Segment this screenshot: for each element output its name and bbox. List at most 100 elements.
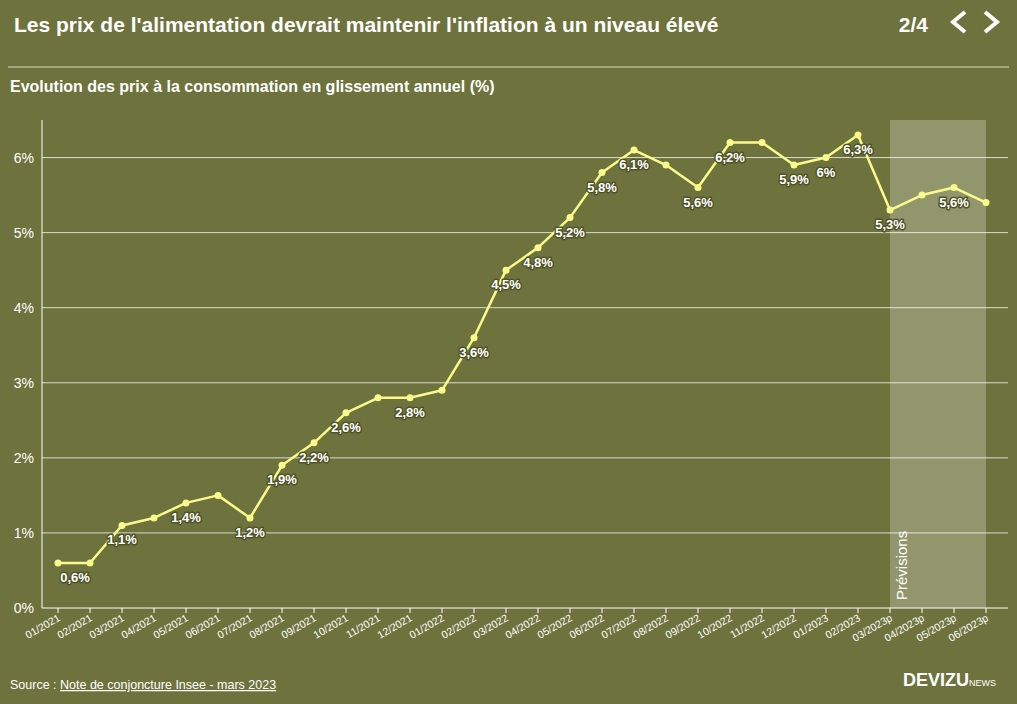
point [151, 514, 158, 521]
y-tick-label: 6% [14, 150, 34, 166]
plot-marks [55, 132, 990, 567]
data-label: 5,6% [939, 195, 969, 210]
subtitle: Evolution des prix à la consommation en … [10, 78, 495, 95]
x-tick-label: 11/2021 [344, 611, 382, 640]
page-number: 2/4 [899, 13, 929, 36]
x-tick-label: 06/2022 [567, 611, 606, 640]
x-tick-label: 06/2021 [183, 611, 222, 640]
background [0, 0, 1017, 704]
x-tick-label: 10/2021 [311, 611, 350, 640]
x-tick-label: 08/2022 [631, 611, 670, 640]
y-tick-label: 2% [14, 450, 34, 466]
data-label: 3,6% [459, 345, 489, 360]
x-tick [314, 608, 315, 613]
point [983, 199, 990, 206]
x-tick-label: 01/2021 [23, 611, 62, 640]
grid-line [42, 307, 1008, 308]
x-tick-label: 04/2022 [503, 611, 542, 640]
point [407, 394, 414, 401]
forecast-zone [890, 120, 986, 608]
x-tick [922, 608, 923, 613]
point [951, 184, 958, 191]
data-label: 6,2% [715, 150, 745, 165]
point [791, 162, 798, 169]
x-tick [410, 608, 411, 613]
x-tick-label: 04/2021 [119, 611, 158, 640]
x-tick [666, 608, 667, 613]
source: Source : Note de conjoncture Insee - mar… [10, 678, 276, 692]
x-tick-label: 02/2022 [439, 611, 478, 640]
data-label: 2,8% [395, 405, 425, 420]
x-tick-label: 01/2023 [791, 611, 830, 640]
x-tick-label: 01/2022 [407, 611, 446, 640]
grid-line [42, 382, 1008, 383]
data-label: 5,6% [683, 195, 713, 210]
point [887, 207, 894, 214]
point [759, 139, 766, 146]
data-label: 5,2% [555, 225, 585, 240]
point [599, 169, 606, 176]
y-tick-label: 5% [14, 225, 34, 241]
y-tick-label: 4% [14, 300, 34, 316]
x-tick [890, 608, 891, 613]
data-label: 6,3% [843, 142, 873, 157]
x-tick-label: 11/2022 [728, 611, 766, 640]
y-axis-line [42, 120, 43, 608]
point [87, 559, 94, 566]
point [471, 334, 478, 341]
x-tick-label: 12/2022 [759, 611, 798, 640]
x-tick [570, 608, 571, 613]
point [215, 492, 222, 499]
data-label: 2,6% [331, 420, 361, 435]
x-tick [58, 608, 59, 613]
x-tick [858, 608, 859, 613]
x-tick [90, 608, 91, 613]
point [919, 192, 926, 199]
brand-name: DEVIZU [903, 670, 969, 690]
y-tick-label: 3% [14, 375, 34, 391]
x-tick [506, 608, 507, 613]
brand: DEVIZUNEWS [903, 670, 996, 690]
point [823, 154, 830, 161]
point [343, 409, 350, 416]
point [567, 214, 574, 221]
x-tick [122, 608, 123, 613]
x-tick [954, 608, 955, 613]
title: Les prix de l'alimentation devrait maint… [14, 13, 718, 36]
point [439, 387, 446, 394]
next-arrow[interactable] [985, 12, 997, 32]
point [183, 499, 190, 506]
data-label: 6% [817, 165, 836, 180]
x-tick [826, 608, 827, 613]
data-label: 5,8% [587, 180, 617, 195]
point [503, 267, 510, 274]
point [55, 559, 62, 566]
data-label: 6,1% [619, 157, 649, 172]
x-tick-label: 12/2021 [375, 611, 414, 640]
x-tick [634, 608, 635, 613]
x-tick [986, 608, 987, 613]
source-link[interactable]: Note de conjoncture Insee - mars 2023 [60, 678, 276, 692]
point [727, 139, 734, 146]
data-label: 1,4% [171, 510, 201, 525]
x-tick-label: 05/2022 [535, 611, 574, 640]
grid-line [42, 457, 1008, 458]
point [631, 147, 638, 154]
x-tick-label: 07/2022 [599, 611, 638, 640]
grid-line [42, 157, 1008, 158]
x-tick-label: 02/2021 [55, 611, 94, 640]
point [119, 522, 126, 529]
x-tick [218, 608, 219, 613]
data-label: 5,3% [875, 217, 905, 232]
data-label: 1,2% [235, 525, 265, 540]
point [279, 462, 286, 469]
x-tick [602, 608, 603, 613]
point [247, 514, 254, 521]
grid-line [42, 532, 1008, 533]
x-tick [698, 608, 699, 613]
grid-line [42, 608, 1008, 609]
prev-arrow[interactable] [953, 12, 965, 32]
y-tick-label: 0% [14, 600, 34, 616]
forecast-label: Prévisions [893, 531, 910, 600]
x-tick-label: 06/2023p [946, 611, 990, 643]
